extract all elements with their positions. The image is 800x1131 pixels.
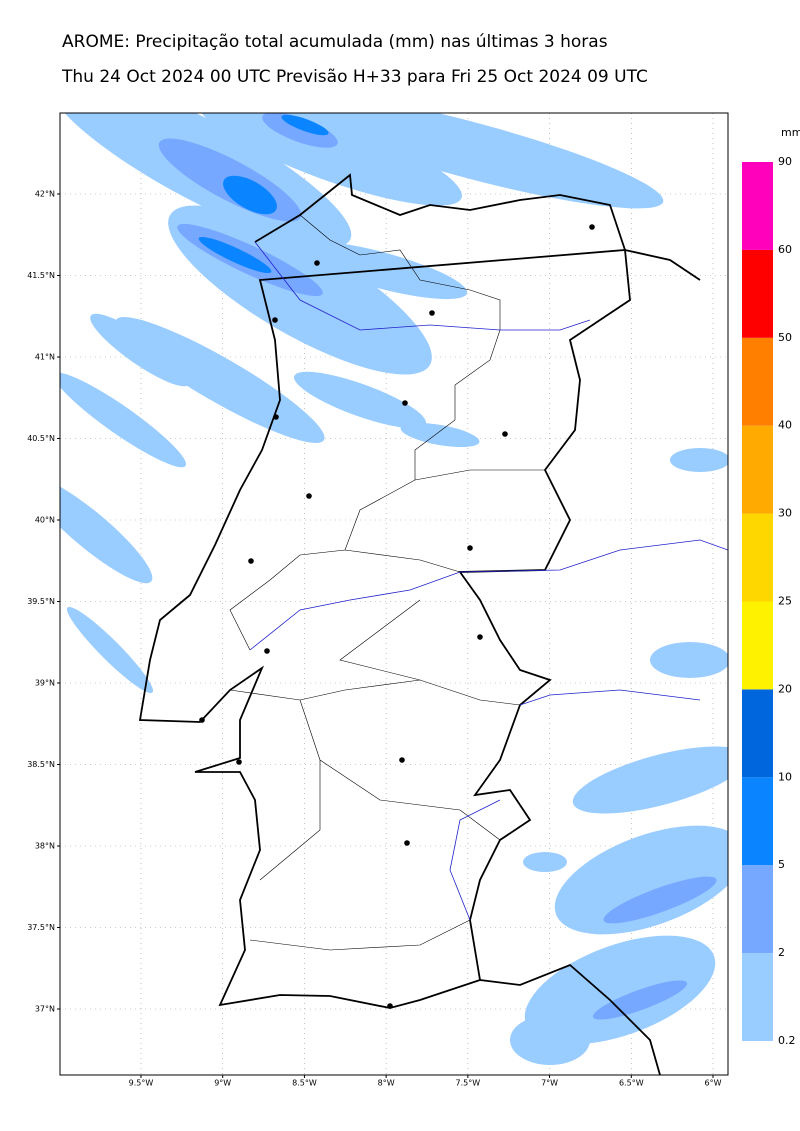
- colorbar-label: 50: [778, 331, 792, 344]
- colorbar-segment: [742, 337, 773, 426]
- lon-tick-label: 7.5°W: [456, 1079, 481, 1088]
- axes: 42°N 41.5°N 41°N 40.5°N 40°N 39.5°N 39°N 38.5°N…: [27, 190, 721, 1088]
- colorbar-label: 30: [778, 507, 792, 520]
- lat-tick-label: 38.5°N: [27, 760, 55, 769]
- colorbar-label: 60: [778, 243, 792, 256]
- lon-tick-label: 8°W: [378, 1079, 395, 1088]
- map: [60, 113, 728, 1075]
- colorbar-unit: mm: [781, 126, 800, 139]
- lat-tick-label: 40.5°N: [27, 434, 55, 443]
- colorbar-label: 20: [778, 682, 792, 695]
- colorbar-segment: [742, 689, 773, 778]
- colorbar-segment: [742, 162, 773, 250]
- colorbar-label: 10: [778, 770, 792, 783]
- lat-tick-label: 39°N: [35, 679, 55, 688]
- colorbar-segment: [742, 777, 773, 866]
- lon-tick-label: 9.5°W: [129, 1079, 154, 1088]
- colorbar-label: 90: [778, 155, 792, 168]
- lon-tick-label: 7°W: [541, 1079, 558, 1088]
- lat-tick-label: 38°N: [35, 842, 55, 851]
- colorbar-label: 5: [778, 858, 785, 871]
- lat-tick-label: 40°N: [35, 516, 55, 525]
- subtitle: Thu 24 Oct 2024 00 UTC Previsão H+33 par…: [61, 67, 648, 87]
- colorbar-label: 0.2: [778, 1034, 796, 1047]
- colorbar-segment: [742, 425, 773, 514]
- lat-tick-label: 37.5°N: [27, 923, 55, 932]
- lon-tick-label: 9°W: [214, 1079, 231, 1088]
- lon-tick-label: 8.5°W: [292, 1079, 317, 1088]
- lon-tick-label: 6°W: [705, 1079, 722, 1088]
- colorbar-segment: [742, 865, 773, 954]
- cities: [199, 224, 595, 1009]
- precipitation-heavy: [198, 114, 329, 274]
- colorbar-segment: [742, 513, 773, 602]
- lat-tick-label: 42°N: [35, 190, 55, 199]
- colorbar-segment: [742, 601, 773, 690]
- title: AROME: Precipitação total acumulada (mm)…: [62, 32, 608, 52]
- colorbar-segment: [742, 953, 773, 1041]
- lat-tick-label: 41°N: [35, 353, 55, 362]
- borders: [138, 173, 728, 1075]
- lat-tick-label: 37°N: [35, 1005, 55, 1014]
- map-frame: [59, 112, 729, 1076]
- lon-tick-label: 6.5°W: [619, 1079, 644, 1088]
- colorbar-segment: [742, 249, 773, 338]
- colorbar-label: 2: [778, 946, 785, 959]
- lat-tick-label: 39.5°N: [27, 597, 55, 606]
- lat-tick-label: 41.5°N: [27, 271, 55, 280]
- colorbar-label: 25: [778, 595, 792, 608]
- colorbar-label: 40: [778, 419, 792, 432]
